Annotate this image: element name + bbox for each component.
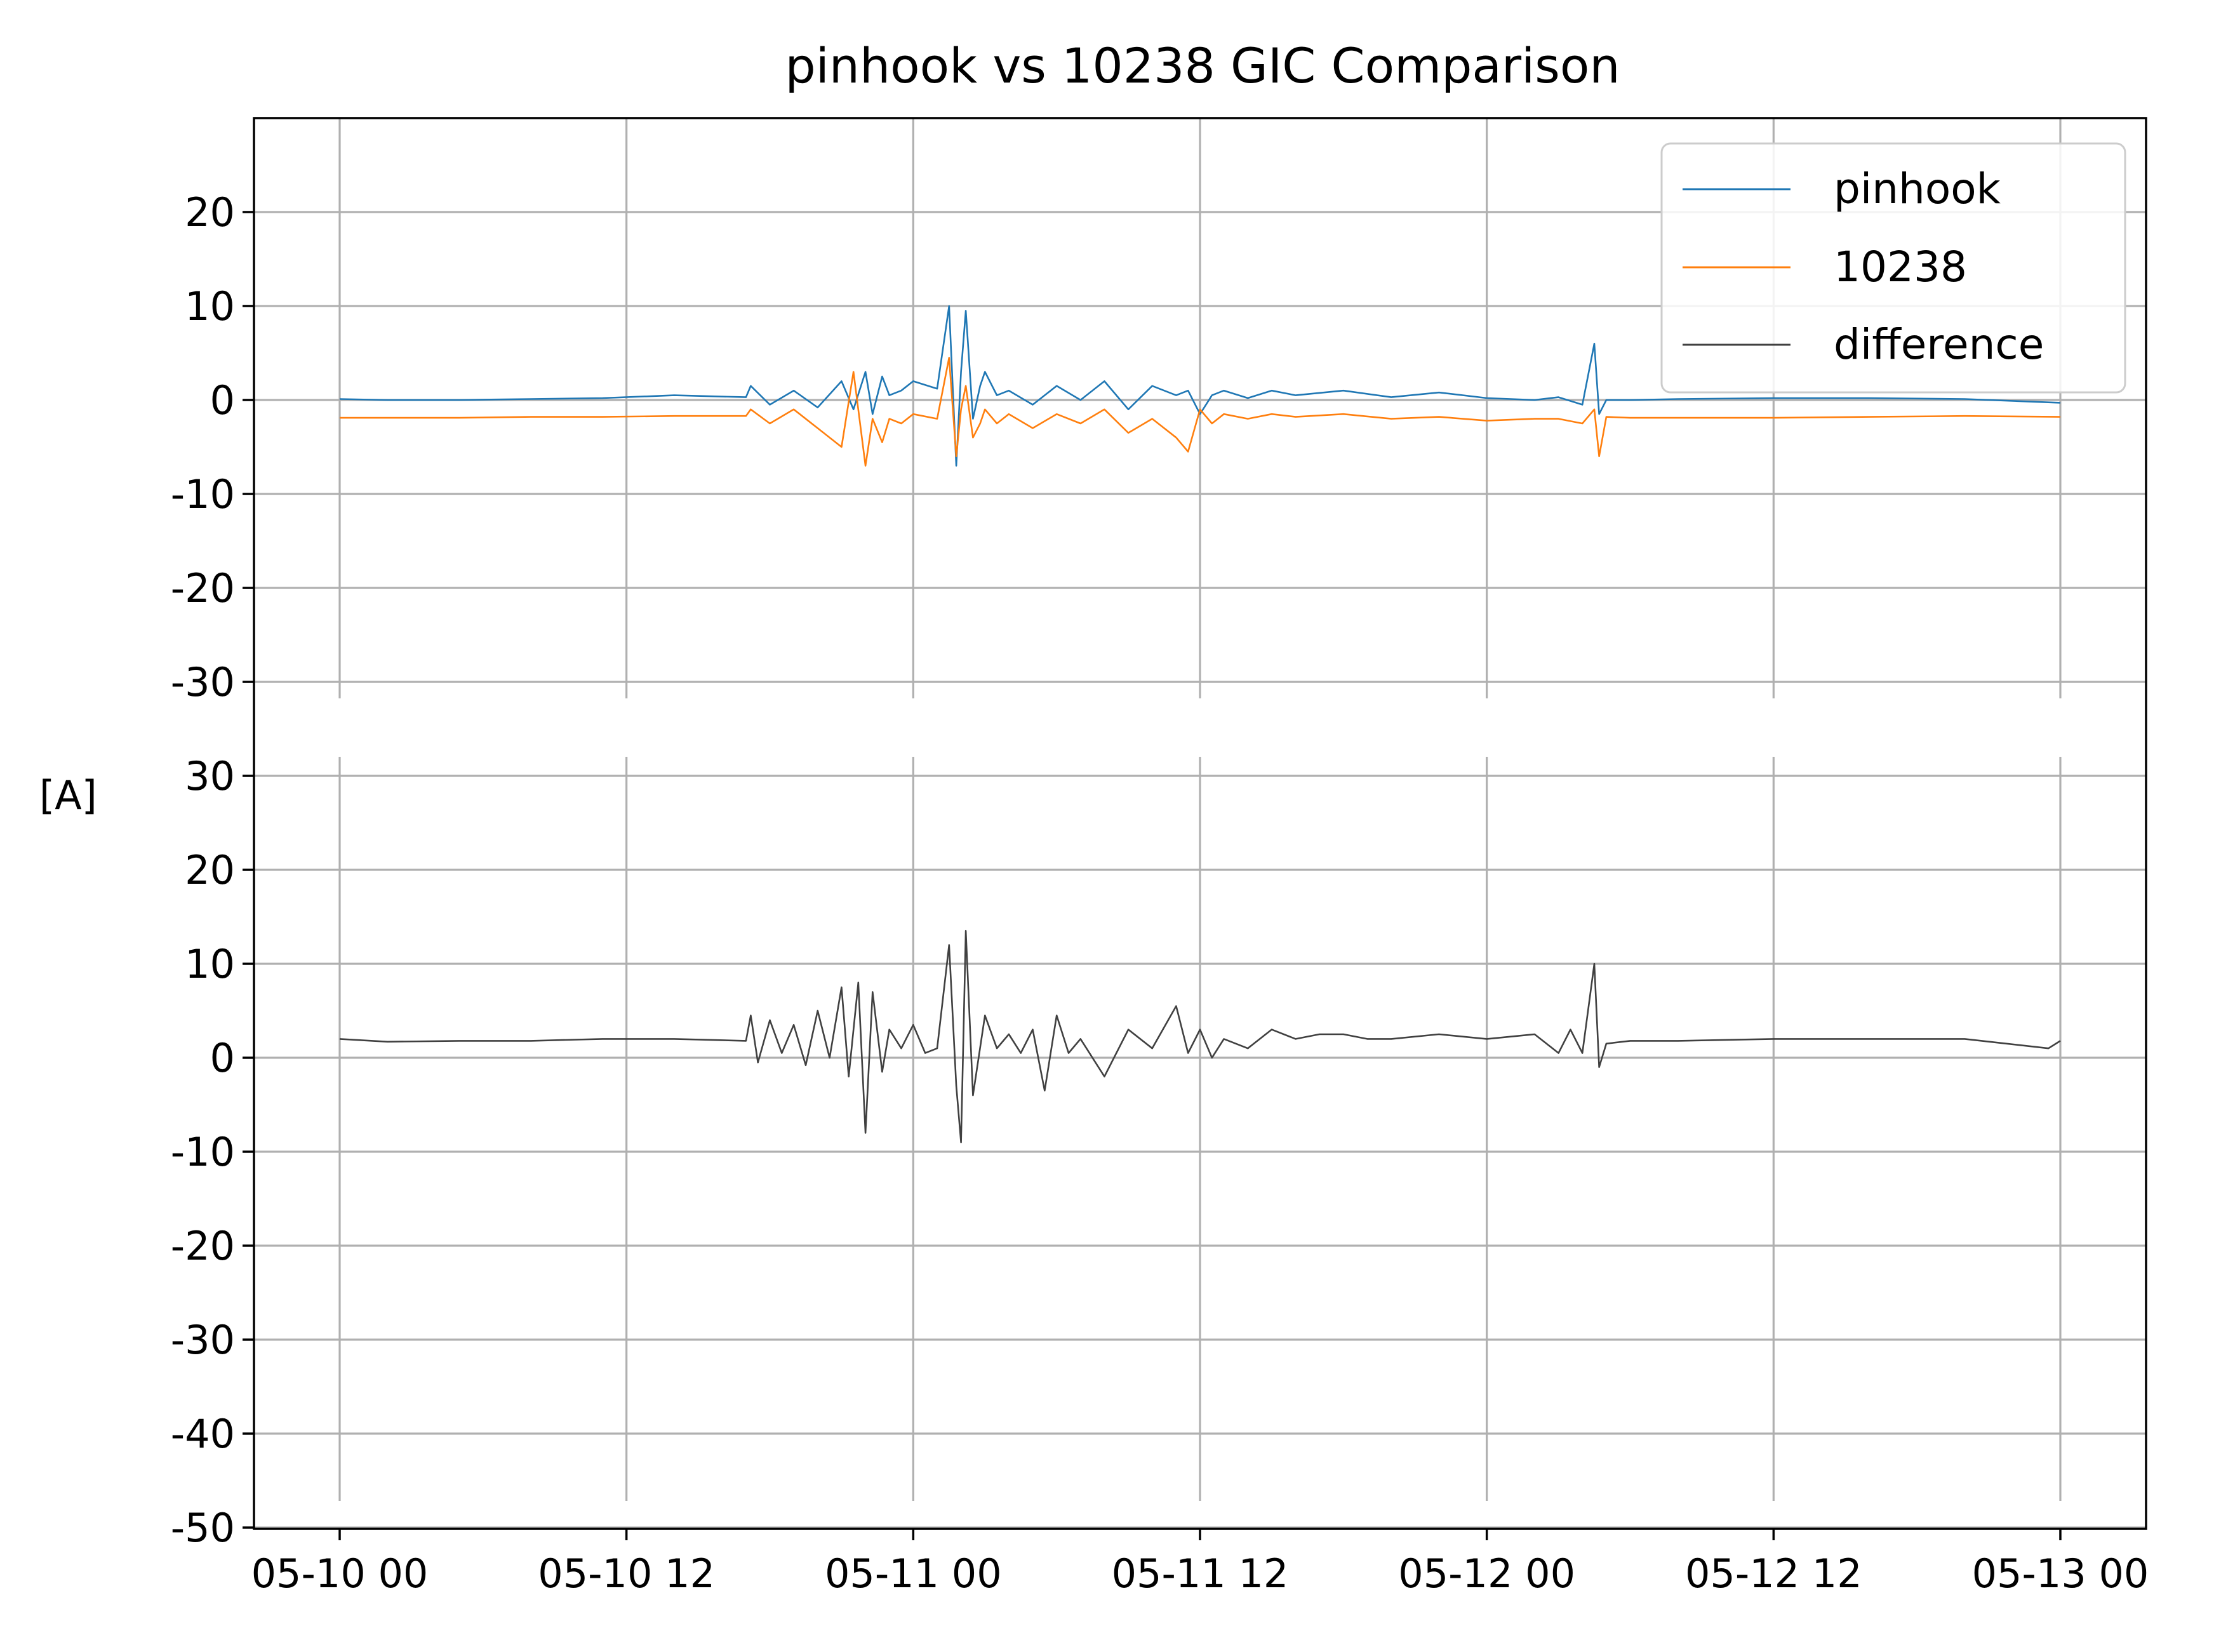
bottom-y-tick-label-7: -40 [171,1411,235,1457]
x-tick-label-2: 05-11 00 [825,1550,1002,1597]
bottom-y-tick-label-6: -30 [171,1317,235,1363]
y-axis-label: [A] [39,772,97,818]
x-tick-label-4: 05-12 00 [1398,1550,1575,1597]
bottom-y-tick-label-3: 0 [210,1035,235,1081]
legend: pinhook 10238 difference [1660,142,2126,394]
series-line-10238 [340,357,2061,467]
chart-title: pinhook vs 10238 GIC Comparison [785,37,1620,94]
bottom-y-tick-label-5: -20 [171,1223,235,1269]
grid-layer [254,118,2146,1529]
bottom-y-tick-label-0: 30 [185,753,235,799]
top-y-tick-label-0: 20 [185,189,235,236]
legend-label-difference: difference [1834,320,2044,369]
top-y-tick-label-4: -20 [171,565,235,611]
legend-label-pinhook: pinhook [1834,164,2001,213]
legend-label-10238: 10238 [1834,243,1967,291]
series-line-pinhook [339,305,2061,467]
top-y-tick-label-2: 0 [210,377,235,423]
series-line-difference [339,929,2061,1143]
tick-layer: 05-10 00 05-10 12 05-11 00 05-11 12 05-12 00… [171,189,2149,1597]
top-y-tick-label-3: -10 [171,471,235,517]
legend-box [1660,142,2126,394]
x-tick-label-1: 05-10 12 [538,1550,715,1597]
bottom-y-tick-label-4: -10 [171,1129,235,1175]
top-y-tick-label-5: -30 [171,659,235,705]
series-layer [339,305,2061,1143]
top-y-tick-label-1: 10 [185,283,235,330]
x-tick-label-6: 05-13 00 [1972,1550,2149,1597]
bottom-y-tick-label-1: 20 [185,847,235,893]
bottom-y-tick-label-2: 10 [185,941,235,987]
bottom-y-tick-label-8: -50 [171,1505,235,1551]
x-tick-label-5: 05-12 12 [1685,1550,1862,1597]
x-tick-label-3: 05-11 12 [1112,1550,1289,1597]
x-tick-label-0: 05-10 00 [251,1550,429,1597]
